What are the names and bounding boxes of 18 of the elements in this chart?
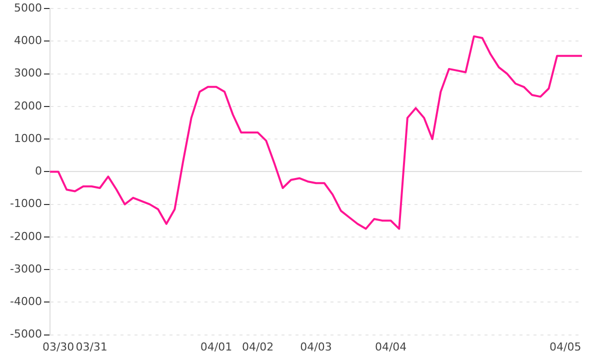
y-tick-label: -1000 [10, 197, 42, 210]
y-tick-label: 2000 [14, 99, 42, 112]
x-tick-label: 04/01 [200, 340, 232, 354]
x-tick-label: 04/04 [374, 340, 407, 354]
y-tick-label: -5000 [10, 328, 42, 341]
y-tick-label: 1000 [14, 132, 42, 145]
y-tick-label: -2000 [10, 230, 42, 243]
x-tick-label: 04/02 [242, 340, 274, 354]
y-tick-label: 4000 [14, 34, 42, 48]
y-tick-label: -3000 [10, 262, 42, 276]
y-tick-label: -4000 [10, 295, 42, 308]
x-tick-label: 03/30 [42, 340, 74, 354]
y-tick-label: 3000 [14, 66, 42, 80]
y-tick-label: 0 [35, 164, 42, 178]
x-tick-label: 03/31 [76, 340, 108, 354]
y-tick-label: 5000 [14, 1, 42, 14]
x-tick-label: 04/05 [550, 340, 582, 354]
x-tick-label: 04/03 [300, 340, 332, 354]
